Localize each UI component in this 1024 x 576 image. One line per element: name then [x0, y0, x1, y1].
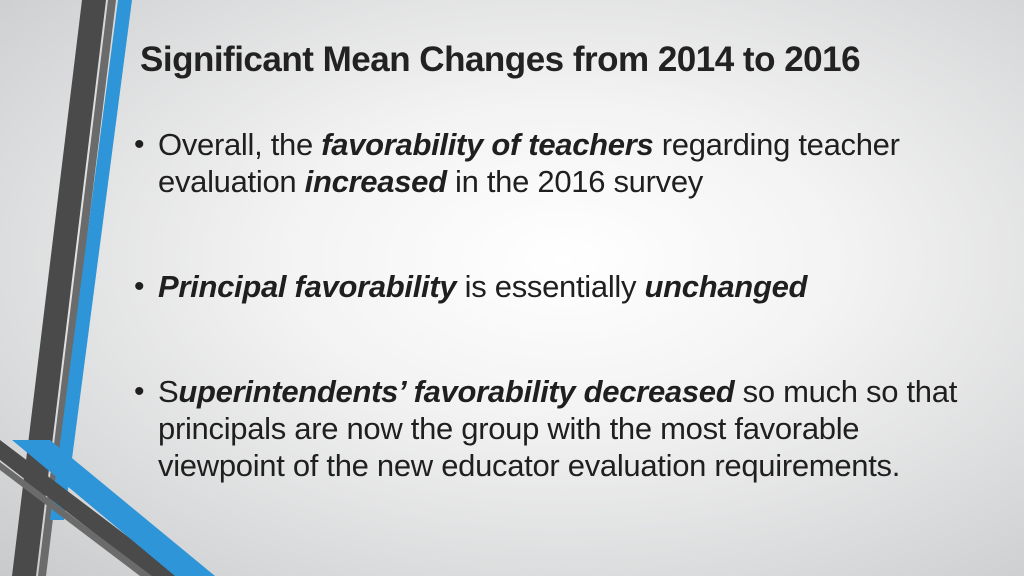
bullet-text-normal: so much so that principals are now the g… — [158, 374, 958, 483]
gray-stripe-vertical — [38, 0, 116, 576]
bullet-text-emphasis: unchanged — [644, 269, 808, 304]
bullet-principals: • Principal favorability is essentially u… — [132, 268, 982, 305]
blue-stripe-diagonal — [12, 440, 215, 576]
bullet-text-emphasis: Principal favorability — [158, 269, 457, 304]
gray-stripe-diagonal — [0, 462, 152, 576]
blue-stripe-vertical — [50, 0, 132, 520]
bullet-marker: • — [134, 270, 145, 303]
bullet-text-normal: Overall, the — [158, 127, 322, 162]
bullet-superintendents: • Superintendents’ favorability decreased… — [132, 373, 982, 484]
bullet-text-normal: is essentially — [456, 269, 645, 304]
slide-title: Significant Mean Changes from 2014 to 20… — [140, 40, 861, 79]
bullet-text-emphasis: increased — [304, 164, 447, 199]
dark-stripe-vertical — [12, 0, 106, 576]
bullet-text-emphasis: favorability of teachers — [321, 127, 654, 162]
bullet-marker: • — [134, 375, 145, 408]
bullet-text-normal: regarding teacher evaluation — [158, 127, 900, 199]
bullet-text-emphasis: uperintendents’ favorability decreased — [178, 374, 735, 409]
bullet-text-normal: S — [158, 374, 179, 409]
bullet-teachers: • Overall, the favorability of teachers r… — [132, 126, 982, 200]
bullet-marker: • — [134, 128, 145, 161]
bullet-text-normal: in the 2016 survey — [446, 164, 703, 199]
bullet-list: • Overall, the favorability of teachers r… — [132, 126, 982, 484]
